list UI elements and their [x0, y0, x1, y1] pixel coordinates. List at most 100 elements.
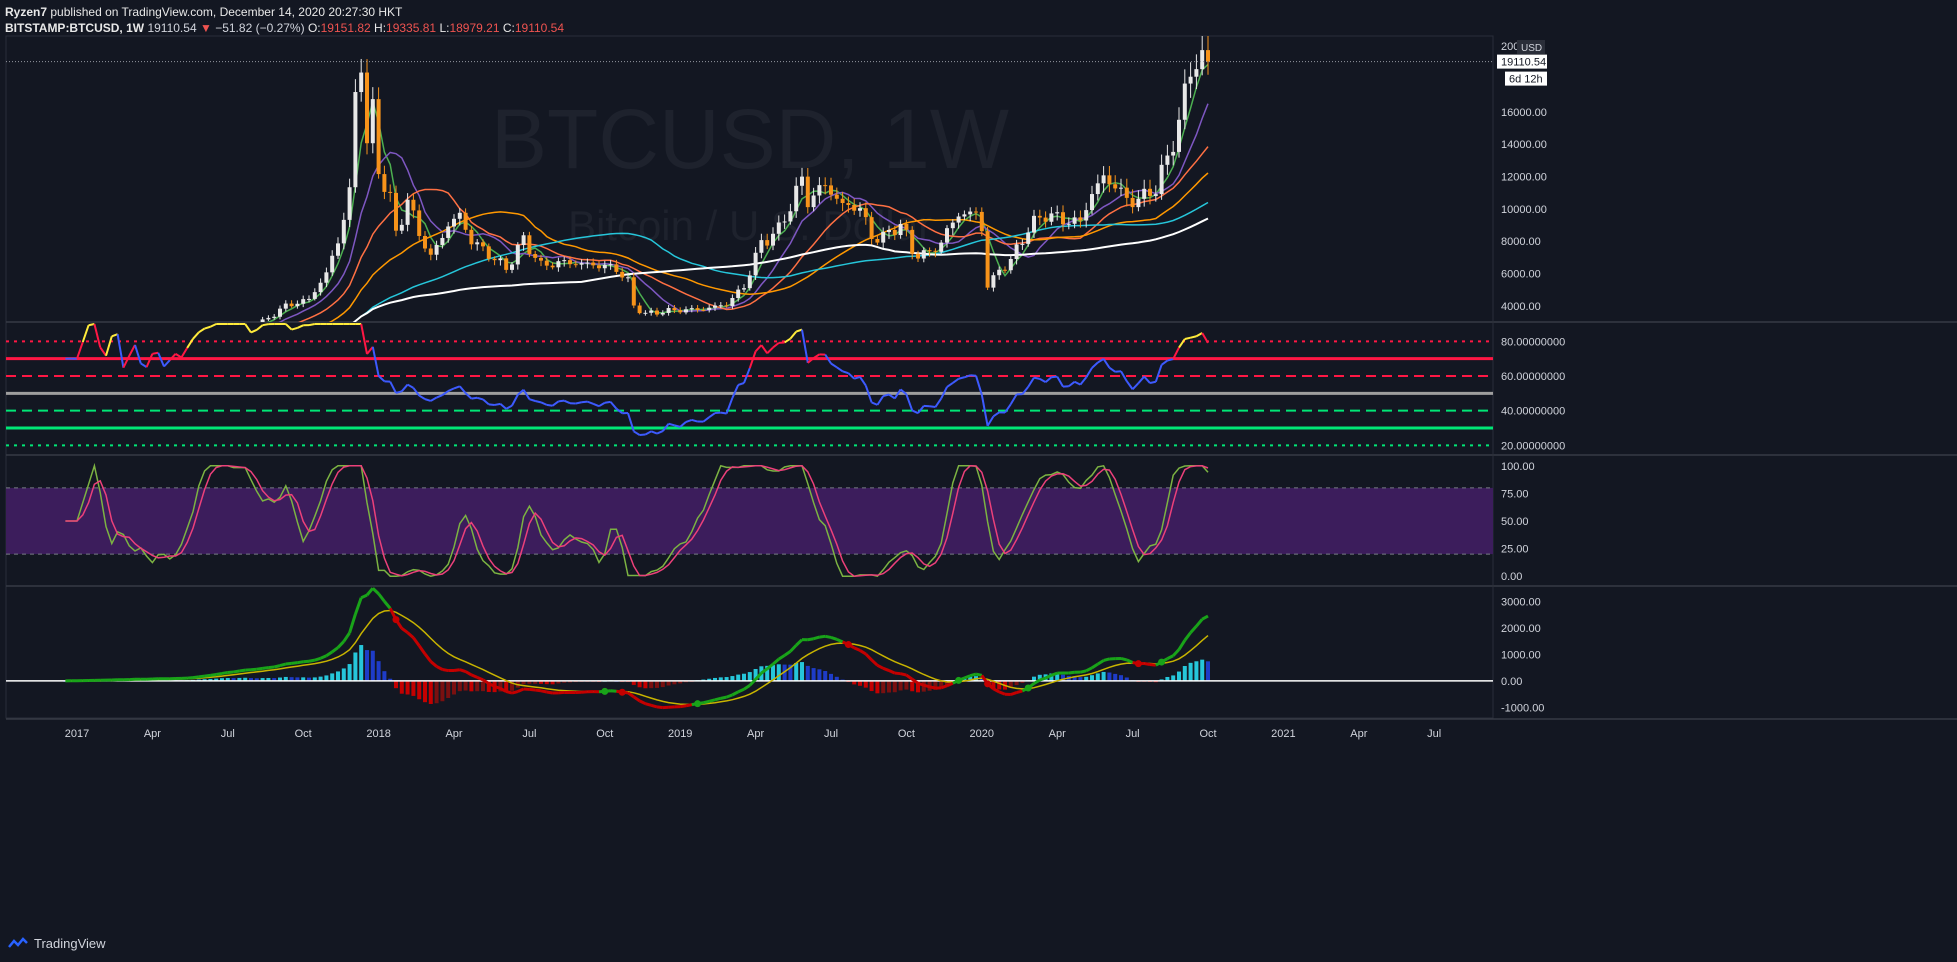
price-change: −51.82 (−0.27%) [215, 21, 305, 35]
candle-body [1095, 183, 1100, 195]
macd-tick-label: -1000.00 [1501, 702, 1544, 714]
macd-line-segment [303, 659, 310, 664]
macd-histogram-bar [637, 680, 642, 688]
macd-histogram-bar [1037, 674, 1042, 681]
candle-body [985, 231, 990, 288]
time-tick-label: Apr [445, 728, 462, 740]
macd-line-segment [813, 635, 820, 641]
time-tick-label: 2021 [1271, 728, 1295, 740]
rsi-line-segment [1149, 380, 1157, 385]
brand-footer[interactable]: TradingView [8, 936, 106, 951]
rsi-line-segment [1161, 359, 1168, 366]
macd-cross-dot [1158, 658, 1166, 666]
macd-line-segment [795, 638, 804, 647]
macd-histogram-bar [208, 678, 213, 681]
macd-line-segment [1177, 639, 1187, 651]
macd-histogram-bar [1107, 672, 1112, 681]
candle-body [562, 260, 567, 262]
macd-histogram-bar [655, 680, 659, 688]
macd-line-segment [923, 683, 930, 689]
macd-line-segment [453, 668, 460, 672]
rsi-line-segment [152, 351, 159, 355]
macd-line-segment [198, 674, 205, 679]
rsi-line-segment [615, 407, 623, 415]
time-tick-label: Jul [221, 728, 235, 740]
candle-body [324, 272, 329, 283]
macd-histogram-bar [504, 680, 509, 692]
macd-histogram-bar [875, 680, 880, 694]
macd-line-segment [285, 661, 292, 666]
candle-body [92, 354, 96, 355]
time-tick-label: Apr [144, 728, 161, 740]
macd-histogram-bar [237, 677, 242, 681]
macd-histogram-bar [527, 680, 532, 684]
rsi-line-segment [308, 323, 315, 327]
candle-body [370, 99, 375, 144]
rsi-line-segment [1027, 377, 1035, 388]
rsi-line-segment [99, 346, 107, 357]
candle-body [139, 351, 143, 352]
macd-histogram-bar [365, 650, 369, 681]
macd-histogram-bar [411, 680, 416, 696]
candle-body [278, 308, 282, 317]
rsi-line-segment [505, 404, 513, 410]
macd-line-segment [511, 690, 519, 695]
stoch-d-line [65, 465, 1209, 577]
candle-body [1090, 194, 1094, 211]
candle-body [1142, 188, 1147, 199]
macd-line-segment [726, 693, 733, 699]
rsi-line-segment [1143, 375, 1151, 384]
macd-line-segment [864, 652, 873, 661]
macd-line-segment [268, 665, 275, 670]
candle-body [666, 308, 671, 313]
macd-line-segment [946, 681, 954, 688]
candle-body [892, 229, 897, 236]
macd-histogram-bar [376, 661, 381, 681]
macd-histogram-bar [660, 680, 665, 688]
rsi-line-segment [1068, 380, 1076, 388]
macd-line-segment [894, 671, 901, 676]
macd-histogram-bar [469, 680, 474, 692]
macd-histogram-bar [289, 677, 294, 681]
candle-body [1003, 269, 1007, 271]
candle-body [626, 277, 630, 279]
candle-body [910, 229, 915, 254]
rsi-line-segment [412, 387, 420, 397]
macd-line-segment [1126, 658, 1134, 664]
macd-line-segment [737, 687, 745, 694]
candle-body [428, 248, 433, 255]
rsi-line-segment [964, 374, 971, 379]
candle-body [655, 310, 659, 315]
rsi-line-segment [1051, 375, 1058, 379]
candle-body [637, 305, 642, 314]
rsi-line-segment [1178, 338, 1186, 349]
candle-body [974, 211, 978, 213]
open-value: 19151.82 [320, 21, 371, 35]
macd-line-segment [714, 696, 722, 702]
author-name[interactable]: Ryzen7 [5, 5, 48, 19]
rsi-line-segment [209, 323, 217, 328]
symbol-label[interactable]: BITSTAMP:BTCUSD, 1W [5, 21, 145, 35]
rsi-line-segment [598, 401, 606, 408]
tradingview-logo-icon [8, 936, 28, 948]
rsi-line-segment [905, 393, 914, 411]
macd-line-segment [1068, 670, 1075, 675]
close-value: 19110.54 [514, 21, 565, 35]
macd-line-segment [1050, 671, 1058, 677]
macd-line-segment [377, 592, 386, 603]
macd-histogram-bar [423, 680, 427, 703]
macd-histogram-bar [811, 668, 816, 681]
rsi-line-segment [552, 400, 559, 407]
rsi-line-segment [163, 359, 171, 368]
price-tick-label: 10000.00 [1501, 204, 1547, 216]
macd-line-segment [905, 673, 914, 681]
candle-body [620, 271, 625, 278]
macd-histogram-bar [452, 680, 456, 695]
macd-histogram-bar [266, 678, 271, 681]
rsi-line-segment [244, 323, 252, 333]
time-tick-label: 2020 [970, 728, 994, 740]
candle-body [869, 217, 874, 239]
macd-histogram-bar [312, 677, 317, 681]
rsi-line-segment [1195, 332, 1203, 338]
